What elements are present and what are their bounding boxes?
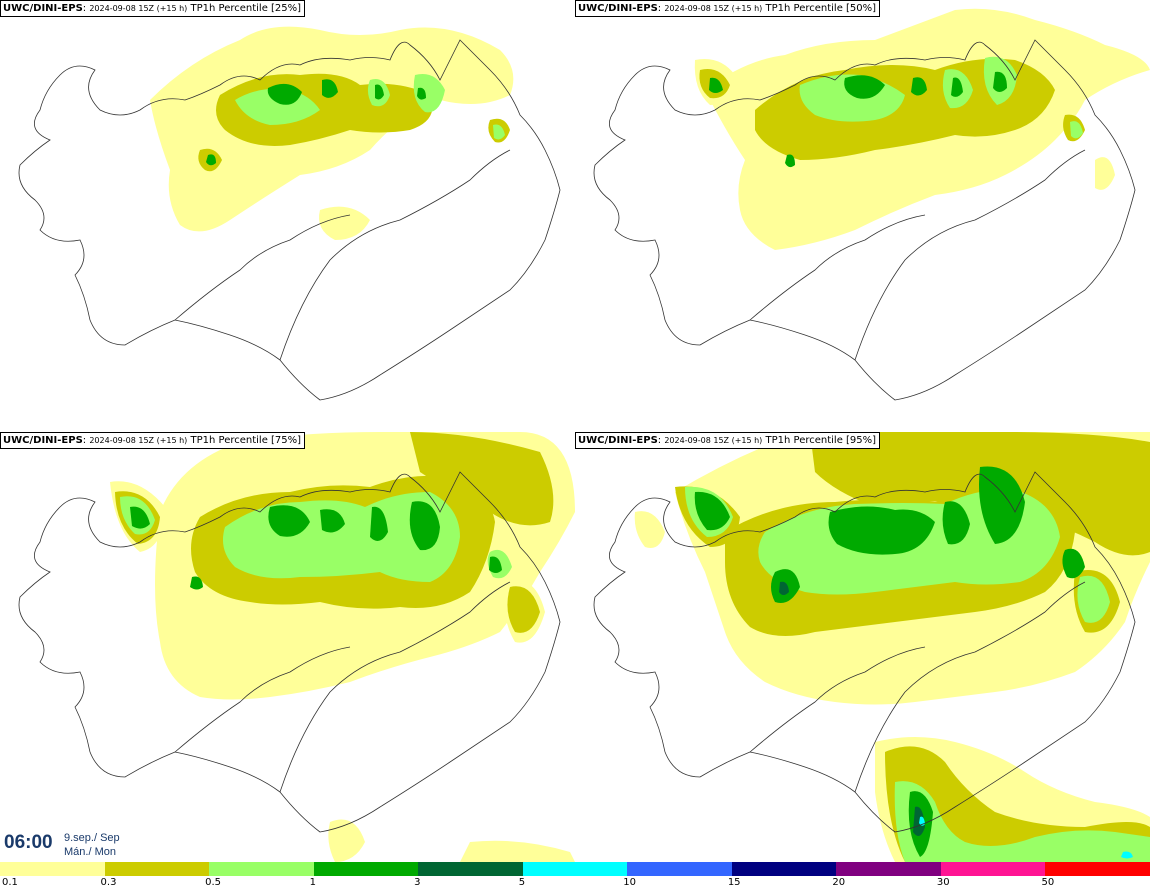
legend-tick-label: 5 — [518, 877, 526, 888]
precip-green — [206, 79, 426, 166]
precipitation-map — [18, 26, 561, 401]
legend-swatches — [0, 862, 1150, 876]
map-panel-p25: UWC/DINI-EPS: 2024-09-08 15Z (+15 h) TP1… — [0, 0, 575, 430]
precip-lightgreen — [235, 74, 505, 140]
legend-tick-label: 10 — [623, 877, 636, 888]
valid-date-line1: 9.sep./ Sep — [64, 832, 120, 844]
legend-tick-label: 0.5 — [205, 877, 221, 888]
precipitation-map — [593, 8, 1150, 401]
model-name: UWC/DINI-EPS — [3, 3, 83, 14]
precip-green — [709, 71, 1007, 168]
parameter-label: TP1h Percentile [25%] — [190, 3, 302, 14]
legend-swatch — [418, 862, 524, 876]
legend-tick-label: 0.3 — [100, 877, 117, 888]
legend-swatch — [731, 862, 838, 876]
legend-tick-label: 30 — [936, 877, 950, 888]
model-name: UWC/DINI-EPS — [3, 435, 83, 446]
legend-swatch — [209, 862, 315, 876]
legend-swatch — [627, 862, 733, 876]
valid-date-line2: Mán./ Mon — [64, 846, 116, 858]
valid-time-box: 06:00 9.sep./ Sep Mán./ Mon — [0, 827, 131, 861]
coastline — [18, 471, 561, 833]
legend-swatch — [1045, 862, 1150, 876]
run-time: 2024-09-08 15Z (+15 h) — [664, 4, 763, 13]
precipitation-map — [593, 432, 1150, 862]
coastline — [18, 39, 561, 401]
parameter-label: TP1h Percentile [95%] — [765, 435, 877, 446]
valid-time: 06:00 — [4, 832, 53, 853]
legend-tick-label: 1 — [309, 877, 316, 888]
coastline — [593, 39, 1136, 401]
coastline — [593, 471, 1136, 833]
legend-tick-label: 3 — [414, 877, 421, 888]
run-time: 2024-09-08 15Z (+15 h) — [664, 436, 763, 445]
parameter-label: TP1h Percentile [50%] — [765, 3, 877, 14]
panel-title: UWC/DINI-EPS: 2024-09-08 15Z (+15 h) TP1… — [575, 432, 881, 449]
legend-swatch — [836, 862, 942, 876]
model-name: UWC/DINI-EPS — [578, 3, 658, 14]
legend-swatch — [522, 862, 629, 876]
model-name: UWC/DINI-EPS — [578, 435, 658, 446]
legend-tick-label: 20 — [832, 877, 846, 888]
legend-swatch — [313, 862, 420, 876]
precipitation-map — [18, 432, 575, 862]
map-panel-p75: UWC/DINI-EPS: 2024-09-08 15Z (+15 h) TP1… — [0, 432, 575, 862]
legend-swatch — [0, 862, 106, 876]
parameter-label: TP1h Percentile [75%] — [190, 435, 302, 446]
precip-green — [130, 501, 502, 590]
map-panel-p50: UWC/DINI-EPS: 2024-09-08 15Z (+15 h) TP1… — [575, 0, 1150, 430]
legend-tick-label: 15 — [727, 877, 741, 888]
map-panel-p95: UWC/DINI-EPS: 2024-09-08 15Z (+15 h) TP1… — [575, 432, 1150, 862]
legend-tick-label: 50 — [1041, 877, 1055, 888]
valid-date: 9.sep./ Sep Mán./ Mon — [64, 831, 120, 859]
panel-title: UWC/DINI-EPS: 2024-09-08 15Z (+15 h) TP1… — [0, 432, 306, 449]
precip-green — [694, 466, 1085, 857]
panel-title: UWC/DINI-EPS: 2024-09-08 15Z (+15 h) TP1… — [0, 0, 306, 17]
legend-swatch — [940, 862, 1047, 876]
run-time: 2024-09-08 15Z (+15 h) — [89, 436, 188, 445]
legend-swatch — [104, 862, 211, 876]
precip-darkgreen — [779, 581, 925, 836]
panel-title: UWC/DINI-EPS: 2024-09-08 15Z (+15 h) TP1… — [575, 0, 881, 17]
run-time: 2024-09-08 15Z (+15 h) — [89, 4, 188, 13]
legend-tick-label: 0.1 — [2, 877, 18, 888]
color-legend: 0.1 0.3 0.5 1 3 5 10 15 20 30 50 — [0, 862, 1150, 891]
